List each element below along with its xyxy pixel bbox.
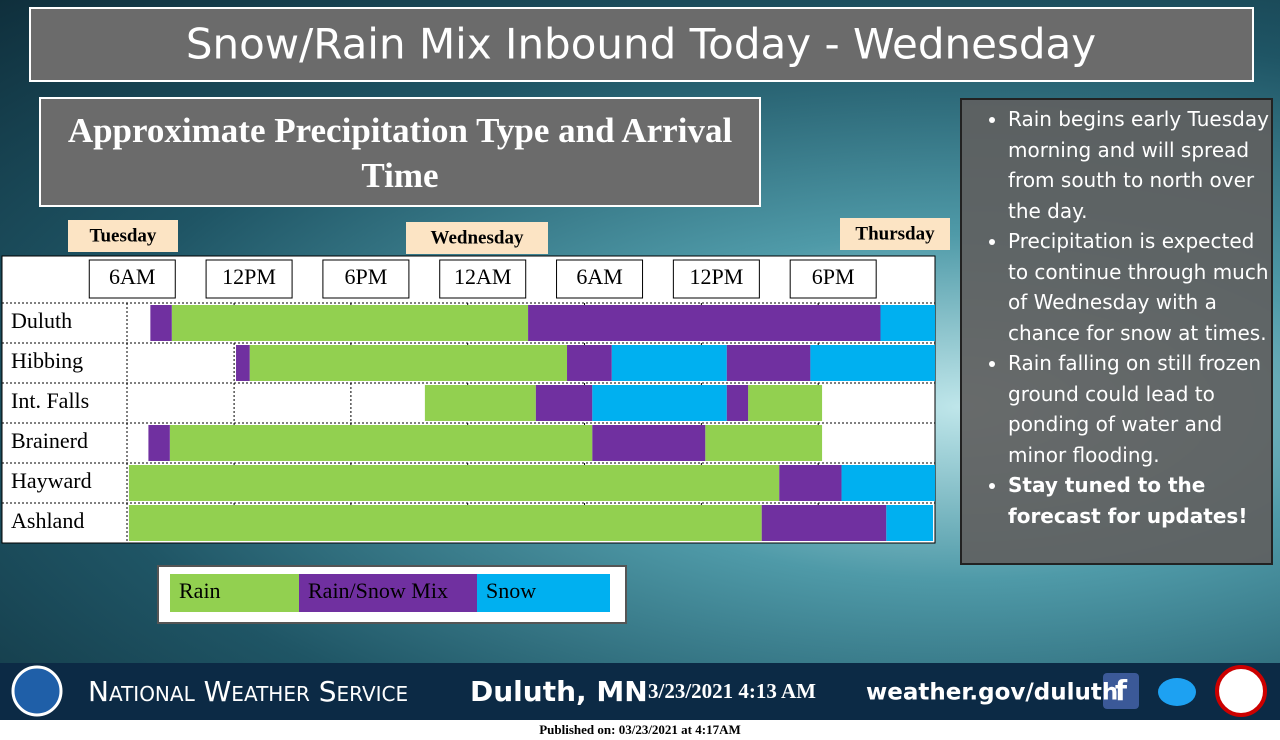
x-tick-label: 12AM <box>454 264 511 289</box>
span-bar <box>150 305 172 341</box>
span-bar <box>841 465 935 501</box>
span-bar <box>128 505 762 541</box>
row-label: Brainerd <box>11 428 88 453</box>
x-tick-label: 6PM <box>812 264 855 289</box>
span-bar <box>886 505 934 541</box>
subtitle-box <box>39 97 761 207</box>
span-bar <box>761 505 887 541</box>
tick-box <box>672 259 760 299</box>
footer-url: weather.gov/duluth <box>866 680 1118 706</box>
day-box <box>68 220 178 252</box>
legend-label: Rain <box>179 578 221 603</box>
x-tick-label: 6AM <box>576 264 622 289</box>
tick-box <box>556 259 644 299</box>
row-label: Hayward <box>11 468 92 493</box>
row-label: Int. Falls <box>11 388 89 413</box>
row-label: Hibbing <box>11 348 83 373</box>
span-bar <box>535 385 593 421</box>
day-box <box>406 222 548 254</box>
legend-swatch <box>170 574 299 612</box>
day-label: Tuesday <box>90 225 157 246</box>
twitter-icon <box>1158 678 1196 706</box>
x-tick-label: 12PM <box>222 264 276 289</box>
span-bar <box>726 385 749 421</box>
note: Rain begins early Tuesday morning and wi… <box>1008 104 1271 226</box>
span-bar <box>528 305 881 341</box>
span-bar <box>705 425 823 461</box>
span-bar <box>424 385 536 421</box>
span-bar <box>128 465 780 501</box>
span-bar <box>592 385 727 421</box>
notes: Rain begins early Tuesday morning and wi… <box>960 98 1273 565</box>
nws-logo <box>1215 665 1267 717</box>
title-box <box>29 7 1254 82</box>
footer-office: Duluth, MN <box>470 675 648 708</box>
span-bar <box>726 345 811 381</box>
note: Stay tuned to the forecast for updates! <box>1008 470 1271 531</box>
span-bar <box>880 305 935 341</box>
footer-agency: National Weather Service <box>88 675 408 708</box>
title: Snow/Rain Mix Inbound Today - Wednesday <box>186 20 1096 69</box>
span-bar <box>810 345 935 381</box>
span-bar <box>592 425 706 461</box>
day-label: Thursday <box>855 223 935 244</box>
tick-box <box>88 259 176 299</box>
x-tick-label: 12PM <box>689 264 743 289</box>
row-label: Ashland <box>11 508 84 533</box>
tick-box <box>439 259 527 299</box>
x-tick-label: 6AM <box>109 264 155 289</box>
subtitle: Approximate Precipitation Type and Arriv… <box>67 111 733 195</box>
x-tick-label: 6PM <box>345 264 388 289</box>
published: Published on: 03/23/2021 at 4:17AM <box>539 722 741 737</box>
span-bar <box>748 385 823 421</box>
footer-strip <box>0 720 1280 740</box>
subtitle-fo: Approximate Precipitation Type and Arriv… <box>67 111 733 195</box>
day-box <box>840 218 950 250</box>
legend-label: Snow <box>486 578 536 603</box>
noaa-logo <box>11 665 63 717</box>
tick-box <box>205 259 293 299</box>
footer-timestamp: 3/23/2021 4:13 AM <box>648 679 816 703</box>
note: Precipitation is expected to continue th… <box>1008 226 1271 348</box>
facebook-icon <box>1103 673 1139 709</box>
row-label: Duluth <box>11 308 72 333</box>
span-bar <box>779 465 842 501</box>
day-label: Wednesday <box>431 227 524 248</box>
legend-swatch <box>299 574 477 612</box>
legend-swatch <box>477 574 610 612</box>
tick-box <box>322 259 410 299</box>
legend-label: Rain/Snow Mix <box>308 578 448 603</box>
span-bar <box>169 425 593 461</box>
span-bar <box>148 425 170 461</box>
span-bar <box>236 345 250 381</box>
span-bar <box>171 305 529 341</box>
note: Rain falling on still frozen ground coul… <box>1008 348 1271 470</box>
span-bar <box>567 345 612 381</box>
footer-band <box>0 663 1280 720</box>
span-bar <box>611 345 727 381</box>
span-bar <box>249 345 568 381</box>
facebook-f: f <box>1115 674 1128 707</box>
notes-list: Rain begins early Tuesday morning and wi… <box>962 104 1271 531</box>
tick-box <box>789 259 877 299</box>
